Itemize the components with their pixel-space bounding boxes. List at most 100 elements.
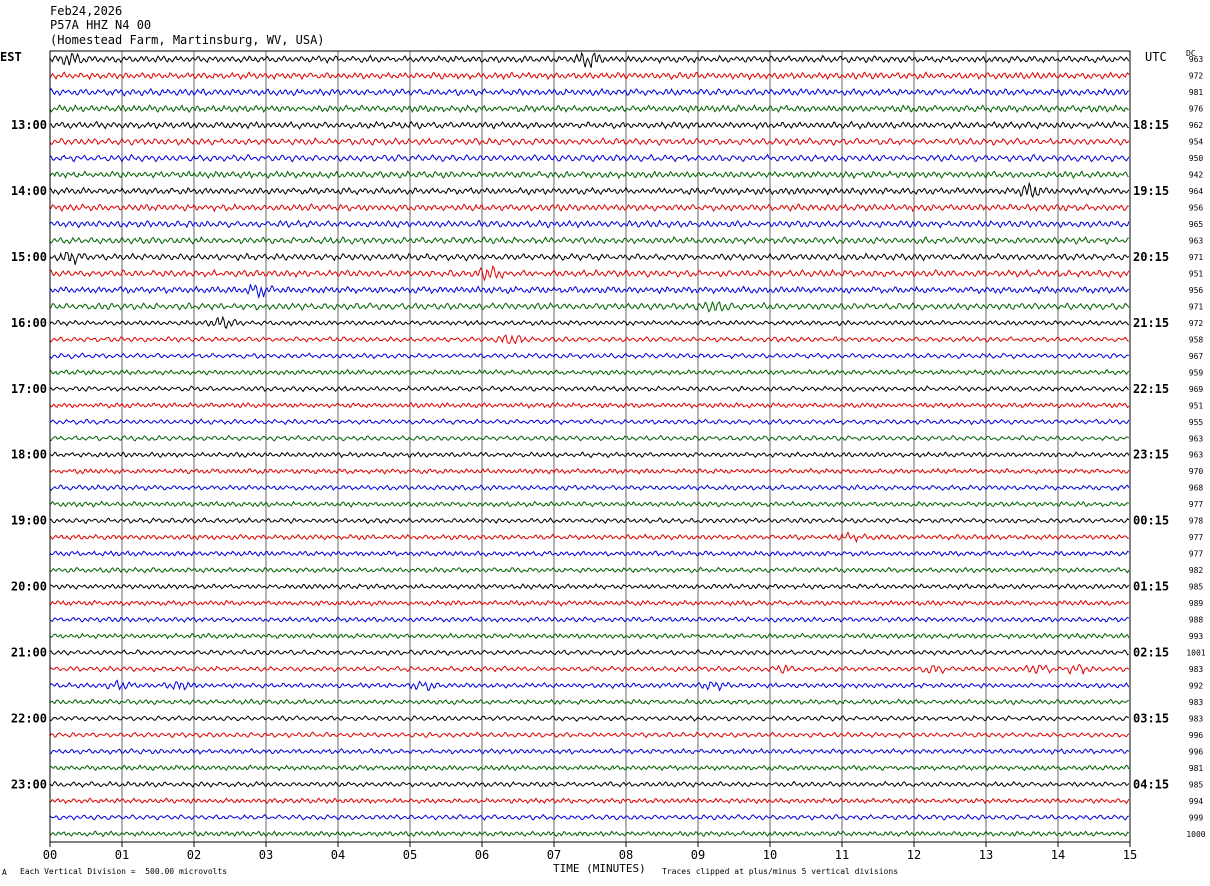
- seismic-trace: [49, 219, 1130, 229]
- dc-offset-label: 992: [1189, 681, 1204, 690]
- dc-offset-label: 972: [1189, 72, 1204, 81]
- dc-offset-label: 1001: [1186, 648, 1205, 657]
- seismic-trace: [49, 265, 1130, 282]
- dc-offset-label: 981: [1189, 764, 1204, 773]
- plot-grid: [121, 51, 1059, 842]
- seismic-trace: [49, 51, 1130, 68]
- dc-offset-label: 954: [1189, 138, 1204, 147]
- seismic-trace: [49, 616, 1130, 623]
- dc-offset-label: 999: [1189, 813, 1204, 822]
- right-hour-label: 18:15: [1133, 118, 1169, 132]
- seismic-trace: [49, 251, 1130, 265]
- seismic-trace: [49, 153, 1130, 163]
- right-hour-label: 00:15: [1133, 514, 1169, 528]
- left-hour-label: 18:00: [11, 448, 47, 462]
- dc-offset-label: 972: [1189, 319, 1204, 328]
- left-hour-labels: 13:00 14:00 15:00 16:00 17:00 18:00 19:00 20:00…: [11, 118, 47, 791]
- seismic-trace: [49, 517, 1130, 525]
- right-hour-label: 22:15: [1133, 382, 1169, 396]
- right-hour-label: 03:15: [1133, 711, 1169, 725]
- dc-offset-label: 964: [1189, 187, 1204, 196]
- dc-offset-label: 977: [1189, 533, 1204, 542]
- dc-column-label: DC: [1186, 49, 1196, 58]
- dc-offset-label: 978: [1189, 517, 1204, 526]
- dc-offset-label: 1000: [1186, 830, 1205, 839]
- dc-offset-label: 963: [1189, 55, 1204, 64]
- left-hour-label: 13:00: [11, 118, 47, 132]
- dc-offset-label: 963: [1189, 237, 1204, 246]
- x-tick-label: 03: [259, 848, 273, 862]
- right-hour-label: 04:15: [1133, 777, 1169, 791]
- left-hour-label: 23:00: [11, 777, 47, 791]
- x-tick-label: 02: [187, 848, 201, 862]
- seismic-trace: [49, 679, 1130, 692]
- seismic-trace: [49, 352, 1130, 360]
- scale-note: Each Vertical Division = 500.00 microvol…: [20, 867, 228, 876]
- left-hour-label: 14:00: [11, 184, 47, 198]
- dc-offset-label: 982: [1189, 566, 1204, 575]
- left-hour-label: 22:00: [11, 711, 47, 725]
- seismic-trace: [49, 550, 1130, 557]
- seismic-trace: [49, 632, 1130, 640]
- dc-offset-label: 993: [1189, 632, 1204, 641]
- dc-offset-label: 996: [1189, 747, 1204, 756]
- dc-offset-label: 981: [1189, 88, 1204, 97]
- right-hour-label: 23:15: [1133, 448, 1169, 462]
- station-location: (Homestead Farm, Martinsburg, WV, USA): [50, 33, 325, 47]
- seismic-trace: [49, 334, 1129, 345]
- dc-offset-label: 965: [1189, 220, 1204, 229]
- left-hour-label: 19:00: [11, 514, 47, 528]
- seismic-trace: [49, 235, 1129, 246]
- x-tick-label: 06: [475, 848, 489, 862]
- seismic-trace: [49, 484, 1130, 492]
- left-timezone-label: EST: [0, 50, 22, 64]
- x-tick-label: 11: [835, 848, 849, 862]
- seismic-trace: [49, 434, 1130, 442]
- seismic-trace: [49, 500, 1130, 508]
- right-timezone-label: UTC: [1145, 50, 1167, 64]
- x-tick-group: 00 01 02 03 04 05 06 07 08 09 10 11 12 13 14 15: [43, 842, 1137, 862]
- dc-offset-label: 971: [1189, 302, 1204, 311]
- corner-mark: A: [2, 868, 7, 877]
- seismic-trace: [49, 599, 1129, 607]
- left-hour-label: 15:00: [11, 250, 47, 264]
- dc-offset-label: 951: [1189, 401, 1204, 410]
- seismic-trace: [49, 284, 1130, 300]
- seismic-trace: [49, 104, 1129, 114]
- dc-offset-label: 989: [1189, 599, 1204, 608]
- seismic-trace: [49, 315, 1130, 330]
- dc-offset-label: 967: [1189, 352, 1204, 361]
- dc-offset-label: 977: [1189, 500, 1204, 509]
- right-hour-label: 01:15: [1133, 580, 1169, 594]
- dc-offset-label: 996: [1189, 731, 1204, 740]
- plot-frame: [49, 50, 1131, 843]
- dc-offset-label: 976: [1189, 105, 1204, 114]
- seismic-trace: [49, 87, 1130, 97]
- dc-offset-labels: 963 972 981 976 962 954 950 942 964 956 965 963 971 9…: [1186, 55, 1205, 839]
- right-hour-labels: 18:15 19:15 20:15 21:15 22:15 23:15 00:15 01:15…: [1133, 118, 1169, 791]
- right-hour-label: 02:15: [1133, 645, 1169, 659]
- dc-offset-label: 950: [1189, 154, 1204, 163]
- dc-offset-label: 958: [1189, 335, 1204, 344]
- seismic-trace: [49, 531, 1129, 544]
- x-tick-label: 04: [331, 848, 345, 862]
- dc-offset-label: 968: [1189, 484, 1204, 493]
- seismic-trace: [49, 663, 1130, 675]
- x-tick-label: 10: [763, 848, 777, 862]
- clip-note: Traces clipped at plus/minus 5 vertical …: [662, 867, 899, 876]
- seismic-trace: [49, 813, 1129, 821]
- plot-border: [49, 50, 1131, 843]
- right-hour-label: 20:15: [1133, 250, 1169, 264]
- dc-offset-label: 969: [1189, 385, 1204, 394]
- chart-date: Feb24,2026: [50, 4, 123, 18]
- dc-offset-label: 983: [1189, 714, 1204, 723]
- dc-offset-label: 983: [1189, 665, 1204, 674]
- seismic-trace: [50, 747, 1130, 755]
- station-code: P57A HHZ N4 00: [50, 18, 152, 32]
- seismic-trace: [49, 830, 1130, 838]
- dc-offset-label: 951: [1189, 269, 1204, 278]
- seismic-trace: [49, 300, 1130, 313]
- dc-offset-label: 985: [1189, 780, 1204, 789]
- seismic-trace: [49, 797, 1130, 805]
